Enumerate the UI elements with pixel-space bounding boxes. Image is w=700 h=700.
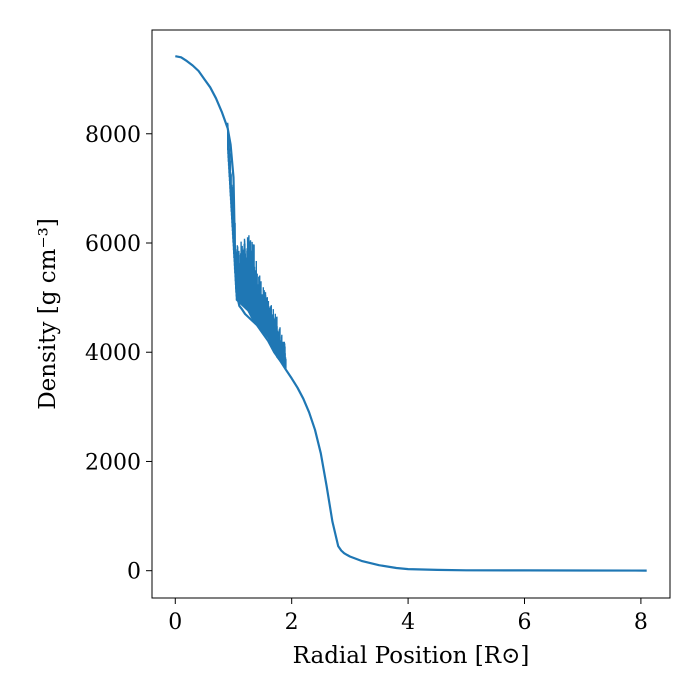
y-tick-label: 4000	[85, 341, 141, 366]
y-tick-label: 2000	[85, 450, 141, 475]
x-tick-label: 2	[285, 610, 299, 635]
plot-background	[152, 30, 670, 598]
x-axis-label: Radial Position [R⊙]	[293, 643, 530, 669]
y-axis-label: Density [g cm⁻³]	[35, 218, 61, 410]
data-series-line	[175, 55, 647, 572]
x-tick-label: 8	[634, 610, 648, 635]
y-tick-label: 6000	[85, 232, 141, 257]
x-tick-label: 6	[517, 610, 531, 635]
x-tick-label: 0	[168, 610, 182, 635]
y-tick-label: 0	[127, 560, 141, 585]
y-axis: 0 2000 4000 6000 8000	[85, 123, 152, 585]
y-tick-label: 8000	[85, 123, 141, 148]
plot-area	[175, 55, 647, 572]
x-tick-label: 4	[401, 610, 415, 635]
plot-frame	[151, 29, 671, 599]
x-axis: 0 2 4 6 8	[168, 598, 648, 635]
